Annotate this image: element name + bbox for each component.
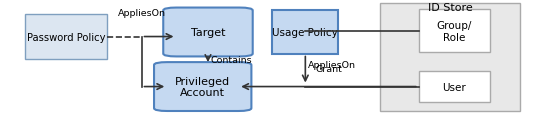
FancyBboxPatch shape <box>163 9 253 57</box>
Text: Group/
Role: Group/ Role <box>437 21 472 42</box>
FancyBboxPatch shape <box>380 4 520 111</box>
Text: Target: Target <box>191 28 225 38</box>
FancyBboxPatch shape <box>25 15 107 60</box>
Text: Password Policy: Password Policy <box>27 32 105 42</box>
Text: AppliesOn: AppliesOn <box>118 9 165 18</box>
Text: Usage Policy: Usage Policy <box>272 28 338 38</box>
Text: ID Store: ID Store <box>427 3 473 13</box>
FancyBboxPatch shape <box>419 10 490 53</box>
FancyBboxPatch shape <box>272 11 338 54</box>
FancyBboxPatch shape <box>154 63 251 111</box>
Text: AppliesOn: AppliesOn <box>308 60 356 69</box>
Text: Grant: Grant <box>315 64 342 73</box>
Text: Privileged
Account: Privileged Account <box>175 76 230 98</box>
FancyBboxPatch shape <box>419 71 490 103</box>
Text: User: User <box>442 82 466 92</box>
Text: Contains: Contains <box>211 55 252 64</box>
